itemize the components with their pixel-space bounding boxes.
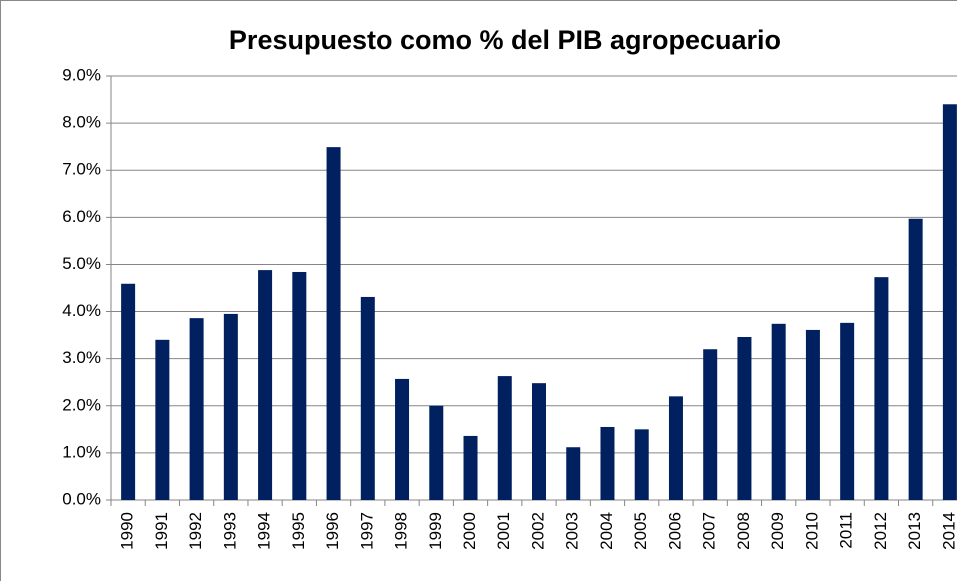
x-tick-label: 2002 bbox=[528, 512, 547, 550]
x-tick-label: 2006 bbox=[665, 512, 684, 550]
x-tick-label: 2014 bbox=[939, 512, 957, 550]
bar bbox=[292, 271, 307, 500]
bar bbox=[326, 147, 341, 501]
y-tick-label: 5.0% bbox=[62, 254, 101, 273]
x-tick-label: 2003 bbox=[563, 512, 582, 550]
bar bbox=[600, 426, 615, 500]
y-tick-label: 7.0% bbox=[62, 160, 101, 179]
bar bbox=[360, 296, 375, 500]
bar bbox=[429, 405, 444, 500]
bar bbox=[874, 277, 889, 500]
bar bbox=[395, 378, 410, 500]
x-tick-label: 2013 bbox=[905, 512, 924, 550]
x-tick-label: 1997 bbox=[357, 512, 376, 550]
y-tick-label: 8.0% bbox=[62, 113, 101, 132]
bar bbox=[497, 376, 512, 500]
x-tick-label: 2004 bbox=[597, 512, 616, 550]
x-tick-label: 2008 bbox=[734, 512, 753, 550]
y-tick-label: 9.0% bbox=[62, 65, 101, 84]
x-tick-label: 2005 bbox=[631, 512, 650, 550]
bar bbox=[771, 323, 786, 500]
bar bbox=[805, 329, 820, 500]
y-tick-label: 4.0% bbox=[62, 301, 101, 320]
bar bbox=[223, 313, 238, 500]
x-tick-label: 2012 bbox=[871, 512, 890, 550]
x-tick-label: 1998 bbox=[392, 512, 411, 550]
bar bbox=[840, 322, 855, 500]
bar bbox=[737, 336, 752, 500]
y-tick-label: 1.0% bbox=[62, 442, 101, 461]
y-tick-label: 2.0% bbox=[62, 395, 101, 414]
bar bbox=[703, 349, 718, 500]
x-tick-label: 1999 bbox=[426, 512, 445, 550]
bar bbox=[908, 218, 923, 500]
x-tick-label: 2010 bbox=[802, 512, 821, 550]
bar bbox=[566, 447, 581, 500]
bar bbox=[155, 339, 170, 500]
y-tick-label: 3.0% bbox=[62, 348, 101, 367]
bar bbox=[258, 270, 273, 500]
x-tick-label: 2009 bbox=[768, 512, 787, 550]
bar bbox=[668, 396, 683, 500]
x-tick-label: 1996 bbox=[323, 512, 342, 550]
bar bbox=[942, 104, 957, 501]
x-tick-label: 1990 bbox=[118, 512, 137, 550]
bar bbox=[634, 429, 649, 500]
x-tick-label: 2007 bbox=[700, 512, 719, 550]
y-tick-label: 6.0% bbox=[62, 207, 101, 226]
bar bbox=[463, 435, 478, 500]
x-tick-label: 1993 bbox=[220, 512, 239, 550]
chart-title: Presupuesto como % del PIB agropecuario bbox=[229, 25, 781, 55]
x-tick-label: 1991 bbox=[152, 512, 171, 550]
x-tick-label: 1994 bbox=[255, 512, 274, 550]
x-tick-label: 1995 bbox=[289, 512, 308, 550]
y-tick-label: 0.0% bbox=[62, 489, 101, 508]
bar bbox=[121, 283, 136, 500]
x-tick-label: 2011 bbox=[837, 512, 856, 549]
x-tick-label: 1992 bbox=[186, 512, 205, 550]
bar bbox=[532, 383, 546, 500]
bar bbox=[189, 318, 204, 500]
x-tick-label: 2001 bbox=[494, 512, 513, 550]
x-tick-label: 2000 bbox=[460, 512, 479, 550]
